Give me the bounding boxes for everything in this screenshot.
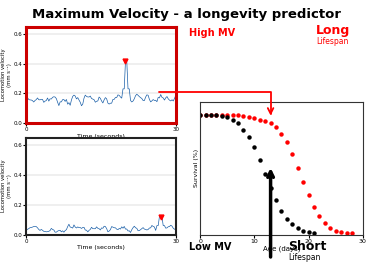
Text: High MV: High MV (189, 28, 235, 38)
Y-axis label: Locomotion velocity
(mm s⁻¹): Locomotion velocity (mm s⁻¹) (1, 48, 12, 101)
X-axis label: Time (seconds): Time (seconds) (77, 245, 125, 250)
Text: Short: Short (288, 240, 327, 254)
Text: Long: Long (316, 24, 350, 37)
Y-axis label: Locomotion velocity
(mm s⁻¹): Locomotion velocity (mm s⁻¹) (1, 160, 12, 213)
Y-axis label: Survival (%): Survival (%) (194, 149, 199, 187)
Text: Lifespan: Lifespan (316, 37, 349, 46)
Text: Lifespan: Lifespan (288, 253, 321, 262)
X-axis label: Age (days): Age (days) (263, 245, 300, 251)
Text: Low MV: Low MV (189, 242, 231, 252)
X-axis label: Time (seconds): Time (seconds) (77, 134, 125, 139)
Text: Maximum Velocity - a longevity predictor: Maximum Velocity - a longevity predictor (33, 8, 341, 21)
